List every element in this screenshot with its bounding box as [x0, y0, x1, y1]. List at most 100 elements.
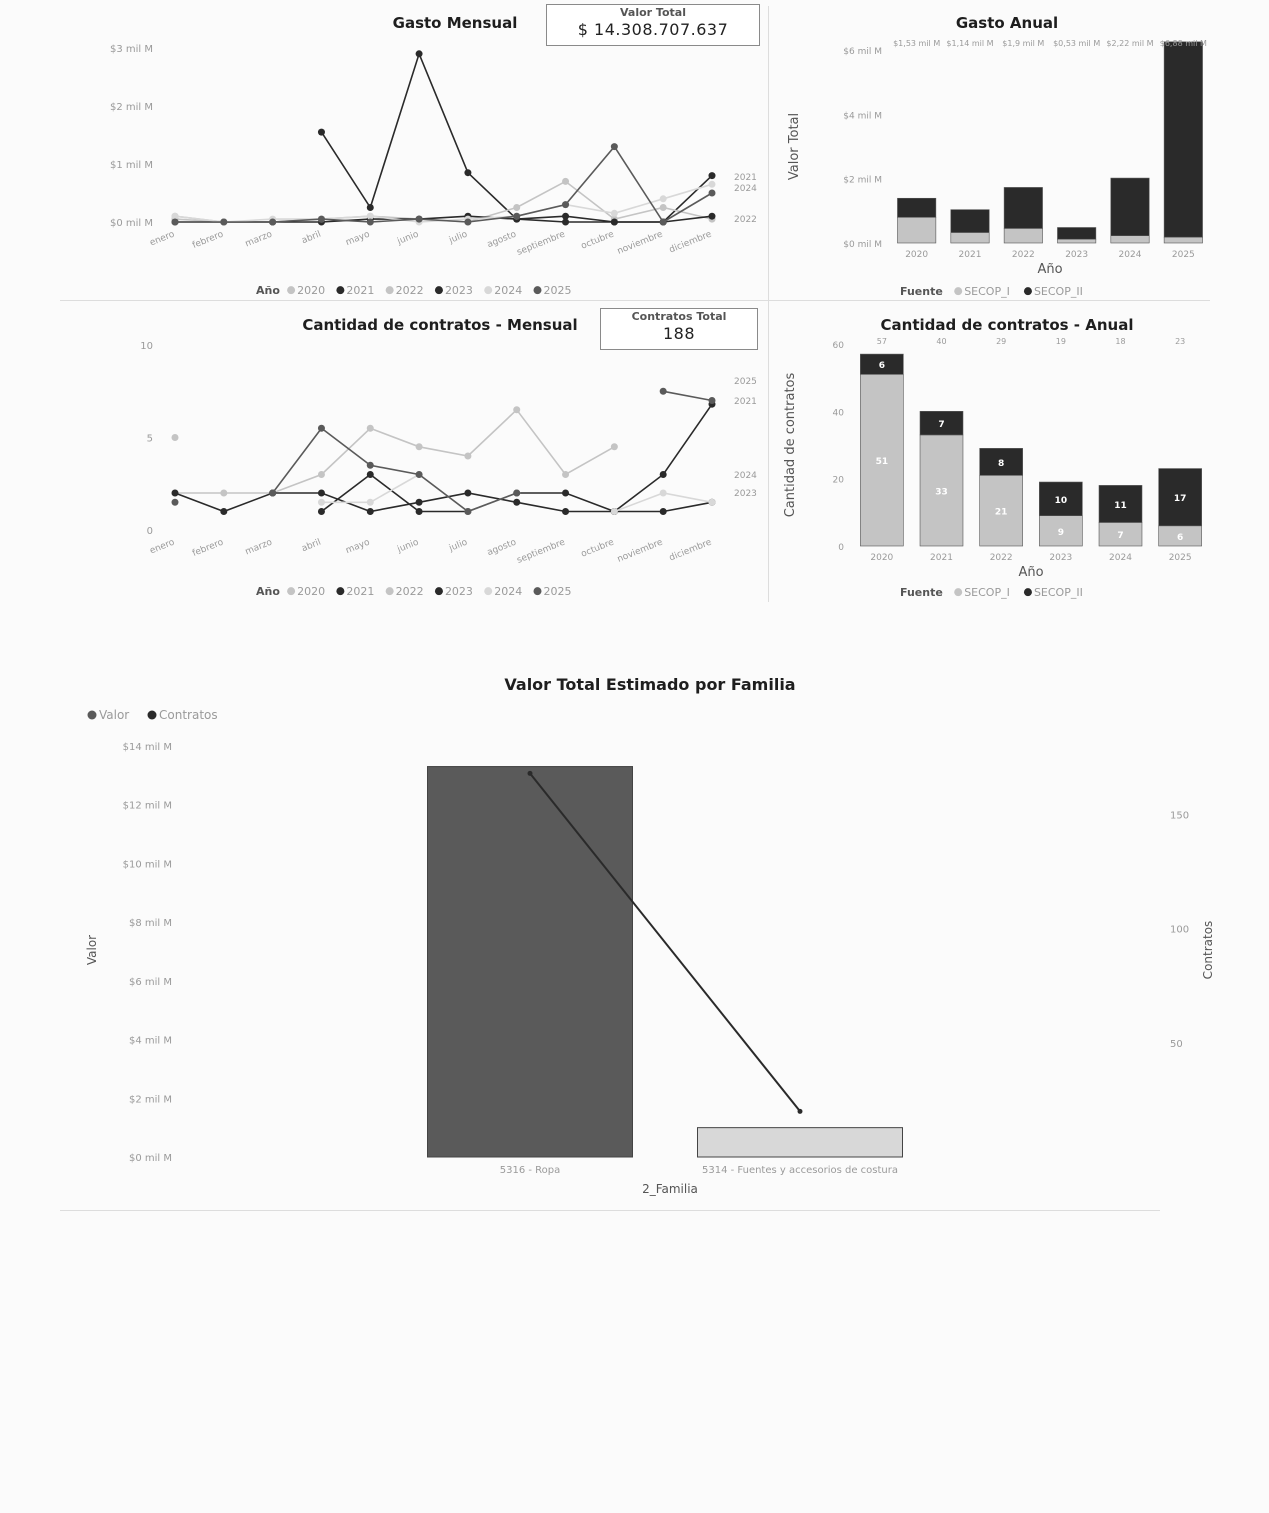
bar-1[interactable] [427, 766, 633, 1158]
legend-label-2022[interactable]: 2022 [396, 585, 424, 598]
series-point-2025[interactable] [464, 218, 472, 226]
series-point-2025[interactable] [366, 461, 374, 469]
series-point-2025[interactable] [220, 218, 228, 226]
bar-segment-SECOP_I[interactable] [979, 475, 1023, 547]
series-point-2024[interactable] [659, 489, 667, 497]
legend-label-2022[interactable]: 2022 [396, 284, 424, 297]
bar-segment-SECOP_II[interactable] [860, 353, 904, 375]
series-point-2021[interactable] [464, 169, 472, 177]
series-point-2025[interactable] [610, 143, 618, 151]
legend-label-2021[interactable]: 2021 [346, 284, 374, 297]
legend-label-2020[interactable]: 2020 [297, 284, 325, 297]
series-point-2023[interactable] [464, 489, 472, 497]
series-point-2021[interactable] [659, 471, 667, 478]
series-point-2022[interactable] [464, 452, 472, 460]
series-point-2025[interactable] [659, 218, 667, 226]
series-point-2023[interactable] [366, 508, 374, 515]
legend-label-Valor[interactable]: Valor [99, 708, 129, 722]
series-point-2025[interactable] [562, 201, 570, 209]
series-point-2022[interactable] [562, 177, 570, 185]
series-point-2023[interactable] [220, 508, 228, 515]
legend-label-Contratos[interactable]: Contratos [159, 708, 218, 722]
series-point-2024[interactable] [610, 209, 618, 217]
series-point-2024[interactable] [366, 212, 374, 220]
bar-segment-SECOP_II[interactable] [979, 448, 1023, 476]
series-point-2025[interactable] [513, 212, 521, 220]
series-point-2021[interactable] [562, 489, 570, 497]
legend-label-SECOP_II[interactable]: SECOP_II [1034, 285, 1083, 298]
bar-segment-SECOP_II[interactable] [1003, 187, 1043, 229]
series-point-2025[interactable] [171, 218, 179, 226]
series-point-2021[interactable] [366, 204, 374, 211]
legend-label-SECOP_I[interactable]: SECOP_I [964, 586, 1010, 599]
series-point-2023[interactable] [317, 489, 325, 497]
bar-segment-SECOP_I[interactable] [897, 216, 937, 244]
bar-segment-SECOP_I[interactable] [1003, 228, 1043, 244]
series-point-2021[interactable] [562, 212, 570, 220]
series-point-2024[interactable] [708, 498, 716, 506]
bar-segment-SECOP_II[interactable] [950, 209, 990, 233]
series-point-2025[interactable] [317, 215, 325, 223]
series-point-2024[interactable] [708, 180, 716, 188]
series-point-2021[interactable] [317, 128, 325, 136]
legend-label-2023[interactable]: 2023 [445, 284, 473, 297]
bar-segment-SECOP_I[interactable] [950, 232, 990, 244]
series-point-2022[interactable] [220, 489, 228, 497]
series-point-2025[interactable] [415, 471, 423, 478]
series-point-2025[interactable] [269, 489, 277, 497]
series-point-2025[interactable] [366, 218, 374, 226]
bar-segment-SECOP_I[interactable] [919, 434, 964, 547]
series-point-2025[interactable] [415, 215, 423, 223]
series-point-2025[interactable] [513, 489, 521, 497]
series-point-2025[interactable] [464, 508, 472, 515]
series-point-2025[interactable] [708, 397, 716, 404]
series-point-2022[interactable] [562, 471, 570, 478]
series-point-2022[interactable] [415, 443, 423, 451]
bar-segment-SECOP_II[interactable] [919, 411, 964, 436]
series-point-2022[interactable] [513, 204, 521, 211]
series-point-2022[interactable] [366, 424, 374, 432]
bar-segment-SECOP_I[interactable] [1039, 515, 1083, 547]
series-point-2025[interactable] [317, 424, 325, 432]
series-point-2024[interactable] [610, 508, 618, 515]
legend-label-2025[interactable]: 2025 [544, 585, 572, 598]
series-point-2022[interactable] [659, 204, 667, 211]
bar-2[interactable] [697, 1127, 903, 1158]
bar-segment-SECOP_I[interactable] [1057, 238, 1097, 244]
series-point-2023[interactable] [415, 498, 423, 506]
series-point-2023[interactable] [513, 498, 521, 506]
bar-segment-SECOP_I[interactable] [860, 374, 904, 547]
series-point-2023[interactable] [171, 489, 179, 497]
series-point-2023[interactable] [659, 508, 667, 515]
series-point-2023[interactable] [708, 212, 716, 220]
series-point-2024[interactable] [317, 498, 325, 506]
series-point-2022[interactable] [610, 443, 618, 451]
series-point-2025[interactable] [659, 387, 667, 395]
legend-label-SECOP_I[interactable]: SECOP_I [964, 285, 1010, 298]
bar-segment-SECOP_II[interactable] [1057, 227, 1097, 240]
bar-segment-SECOP_II[interactable] [1098, 485, 1143, 523]
legend-label-SECOP_II[interactable]: SECOP_II [1034, 586, 1083, 599]
legend-label-2024[interactable]: 2024 [494, 585, 522, 598]
legend-label-2025[interactable]: 2025 [544, 284, 572, 297]
series-point-2021[interactable] [317, 508, 325, 515]
series-point-2021[interactable] [708, 172, 716, 180]
series-point-2023[interactable] [562, 508, 570, 515]
legend-label-2021[interactable]: 2021 [346, 585, 374, 598]
legend-label-2024[interactable]: 2024 [494, 284, 522, 297]
contratos-point[interactable] [797, 1108, 803, 1114]
series-point-2024[interactable] [366, 498, 374, 506]
series-point-2021[interactable] [415, 50, 423, 58]
series-point-2023[interactable] [610, 218, 618, 226]
series-point-2022[interactable] [513, 406, 521, 414]
bar-segment-SECOP_I[interactable] [1110, 235, 1150, 244]
bar-segment-SECOP_II[interactable] [897, 197, 937, 218]
legend-label-2023[interactable]: 2023 [445, 585, 473, 598]
series-point-2021[interactable] [415, 508, 423, 515]
bar-segment-SECOP_II[interactable] [1110, 177, 1150, 236]
legend-label-2020[interactable]: 2020 [297, 585, 325, 598]
series-point-2023[interactable] [562, 218, 570, 226]
contratos-point[interactable] [527, 770, 533, 776]
bar-segment-SECOP_II[interactable] [1163, 41, 1203, 238]
series-point-2020[interactable] [171, 434, 179, 441]
